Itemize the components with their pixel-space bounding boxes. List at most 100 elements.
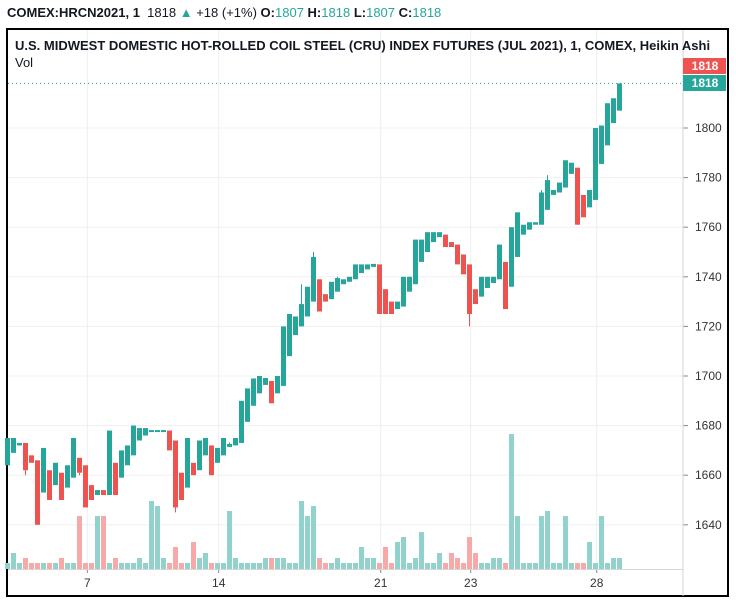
- volume-bar: [503, 563, 508, 569]
- volume-bar: [425, 563, 430, 569]
- candle-up: [311, 256, 316, 302]
- volume-bar: [161, 558, 166, 569]
- candle-up: [407, 276, 412, 292]
- volume-bar: [419, 532, 424, 569]
- volume-bar: [155, 506, 160, 569]
- candle-up: [527, 222, 532, 230]
- candle-up: [479, 276, 484, 297]
- candle-up: [545, 180, 550, 210]
- candle-up: [215, 447, 220, 463]
- candle-up: [593, 128, 598, 200]
- x-tick-label: 28: [590, 576, 604, 590]
- volume-bar: [533, 563, 538, 569]
- candle-down: [455, 244, 460, 265]
- candle-up: [413, 239, 418, 285]
- candle-down: [383, 289, 388, 314]
- candle-up: [143, 428, 148, 436]
- candle-up: [95, 490, 100, 496]
- candle-up: [299, 304, 304, 327]
- volume-bar: [257, 563, 262, 569]
- volume-label: Vol: [15, 55, 34, 70]
- candle-up: [509, 227, 514, 287]
- candle-up: [65, 465, 70, 488]
- candle-up: [119, 450, 124, 478]
- candle-down: [167, 430, 172, 451]
- candle-up: [329, 281, 334, 300]
- volume-bar: [233, 558, 238, 569]
- volume-bar: [407, 563, 412, 569]
- candle-up: [245, 388, 250, 422]
- volume-bar: [101, 516, 106, 569]
- volume-bar: [287, 563, 292, 569]
- volume-bar: [473, 553, 478, 569]
- candle-up: [533, 222, 538, 225]
- candle-up: [551, 190, 556, 195]
- volume-bar: [467, 537, 472, 569]
- volume-bar: [53, 563, 58, 569]
- candle-up: [275, 376, 280, 394]
- volume-bar: [35, 563, 40, 569]
- candle-down: [209, 445, 214, 476]
- volume-bar: [311, 506, 316, 569]
- volume-bar: [77, 516, 82, 569]
- volume-bar: [581, 563, 586, 569]
- candle-down: [443, 234, 448, 248]
- candle-up: [107, 430, 112, 496]
- candle-up: [53, 462, 58, 486]
- candle-down: [323, 294, 328, 302]
- volume-bar: [89, 563, 94, 569]
- candle-up: [305, 286, 310, 317]
- volume-bar: [191, 542, 196, 569]
- candle-up: [131, 425, 136, 456]
- candle-up: [563, 160, 568, 188]
- candle-up: [41, 447, 46, 493]
- candle-up: [419, 239, 424, 262]
- volume-bar: [59, 558, 64, 569]
- candle-down: [47, 470, 52, 500]
- volume-bar: [401, 537, 406, 569]
- volume-bar: [41, 563, 46, 569]
- candle-up: [491, 276, 496, 283]
- candle-down: [473, 289, 478, 305]
- volume-bar: [569, 563, 574, 569]
- y-tick-label: 1760: [695, 220, 722, 234]
- candle-up: [203, 438, 208, 456]
- volume-bar: [119, 563, 124, 569]
- candle-up: [281, 326, 286, 386]
- volume-bar: [395, 542, 400, 569]
- volume-bar: [323, 563, 328, 569]
- candle-down: [35, 460, 40, 525]
- candle-up: [371, 263, 376, 267]
- candle-up: [365, 264, 370, 270]
- candle-up: [437, 232, 442, 238]
- candle-up: [401, 276, 406, 307]
- candle-down: [113, 462, 118, 496]
- y-tick-label: 1740: [695, 270, 722, 284]
- volume-bar: [545, 511, 550, 569]
- volume-bar: [29, 563, 34, 569]
- candle-up: [155, 430, 160, 433]
- last-price-badge-label: 1818: [692, 59, 719, 73]
- volume-bar: [203, 553, 208, 569]
- volume-bar: [515, 516, 520, 569]
- low-value: 1807: [366, 5, 396, 20]
- volume-bar: [449, 553, 454, 569]
- last-price: 1818: [147, 5, 177, 20]
- candle-up: [497, 244, 502, 280]
- candle-up: [233, 438, 238, 446]
- volume-bar: [245, 563, 250, 569]
- volume-bar: [47, 563, 52, 569]
- candle-down: [377, 264, 382, 314]
- candle-up: [617, 83, 622, 111]
- volume-bar: [479, 563, 484, 569]
- volume-bar: [497, 558, 502, 569]
- volume-bar: [149, 501, 154, 569]
- volume-bar: [11, 553, 16, 569]
- volume-bar: [137, 558, 142, 569]
- candle-up: [161, 430, 166, 433]
- candle-up: [335, 278, 340, 292]
- volume-bar: [485, 563, 490, 569]
- candle-up: [239, 400, 244, 443]
- candle-up: [137, 428, 142, 441]
